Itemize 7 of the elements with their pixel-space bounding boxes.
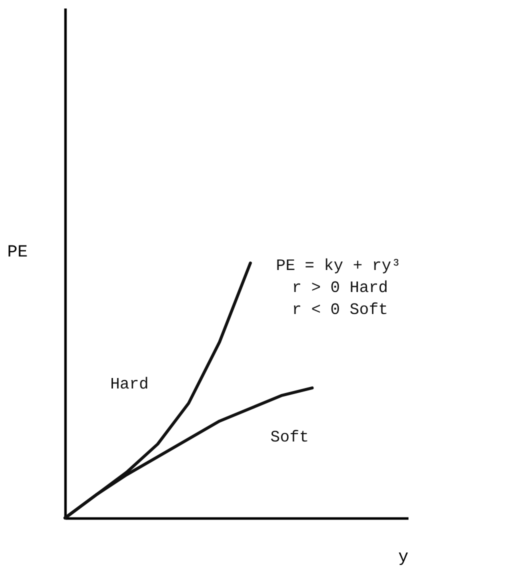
annotation: PE = ky + ry³	[276, 257, 401, 275]
x-axis-title: y	[398, 548, 408, 568]
y-axis-title: PE	[7, 244, 28, 262]
annotation: r < 0 Soft	[292, 301, 388, 319]
text: Hard	[110, 375, 149, 394]
annotation: r > 0 Hard	[292, 279, 388, 297]
series-label: Soft	[270, 428, 309, 446]
